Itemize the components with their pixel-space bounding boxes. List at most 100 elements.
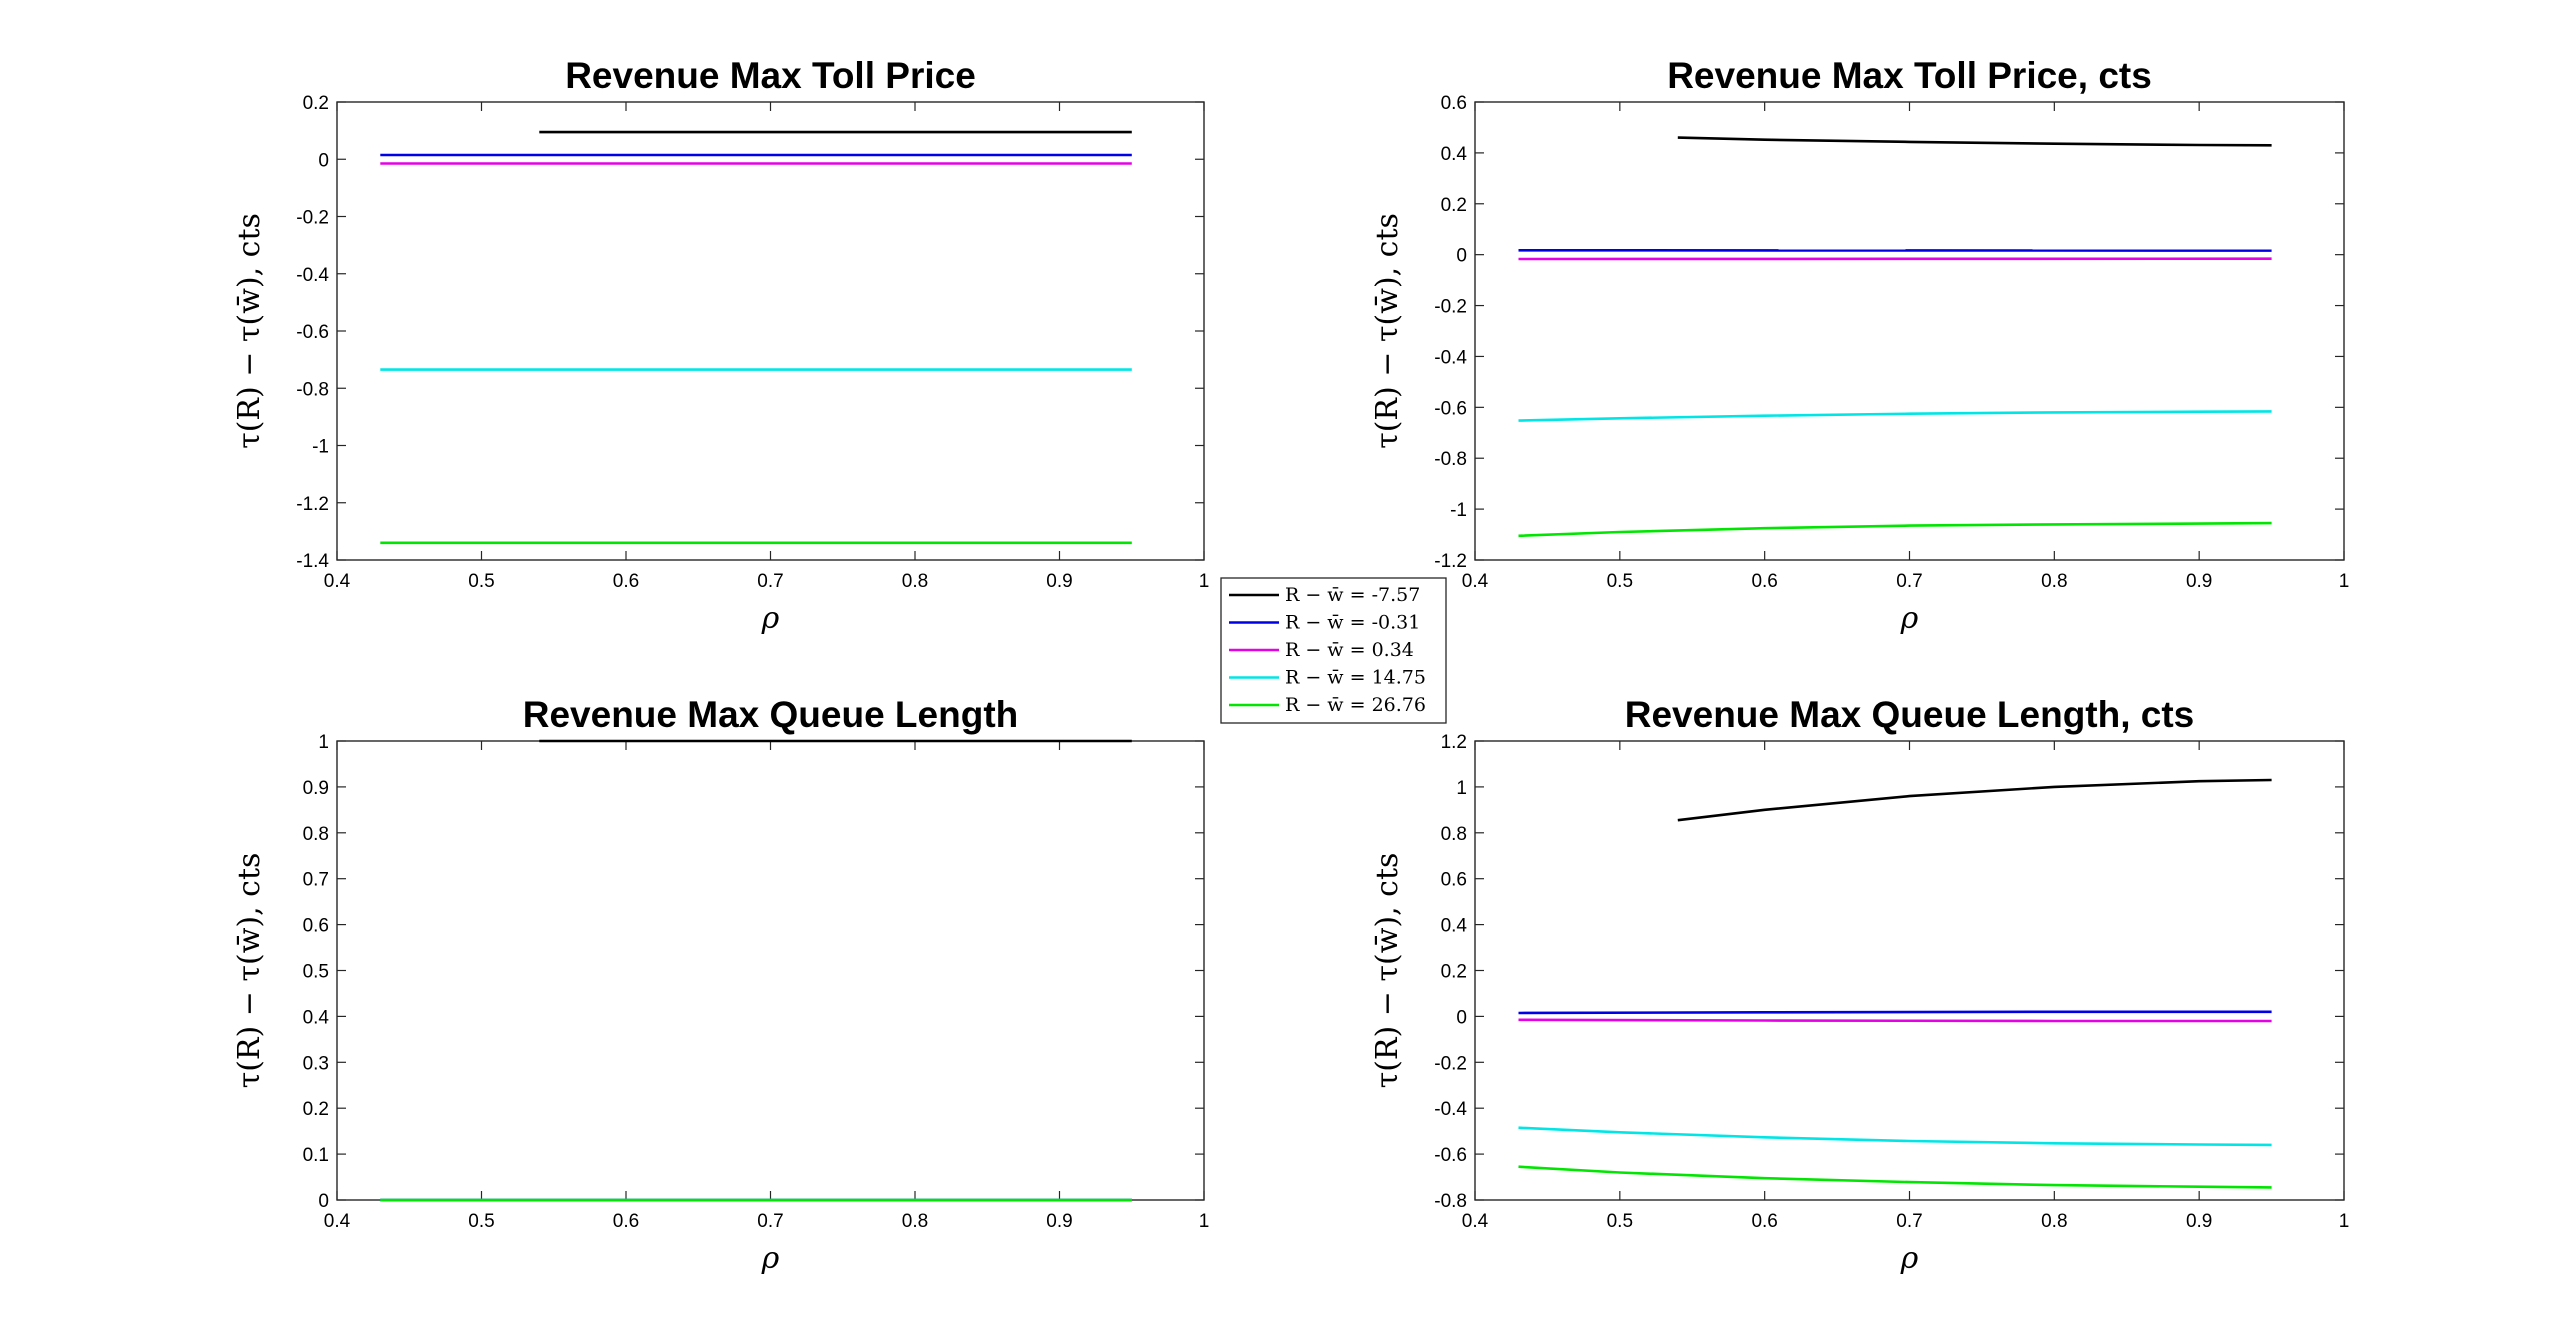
legend-entry: R − w̄ = -0.31 xyxy=(1229,612,1420,634)
y-tick-label: 1 xyxy=(318,732,329,753)
x-tick-label: 0.5 xyxy=(468,571,494,592)
x-tick-label: 0.6 xyxy=(613,1211,639,1232)
y-tick-label: 0.4 xyxy=(303,1007,330,1028)
series-line-5 xyxy=(1518,1165,2272,1189)
x-tick-label: 0.7 xyxy=(757,571,783,592)
y-tick-label: -1 xyxy=(1450,500,1467,521)
y-tick-label: 0.6 xyxy=(1441,93,1467,114)
y-tick-label: 0.2 xyxy=(1441,962,1467,983)
y-tick-label: 0 xyxy=(318,1191,329,1212)
legend-label: R − w̄ = 14.75 xyxy=(1285,667,1426,689)
x-tick-label: 0.6 xyxy=(1751,571,1777,592)
series-line-2 xyxy=(1518,1010,2272,1015)
series-line-4 xyxy=(1518,1126,2272,1147)
y-tick-label: 0.2 xyxy=(1441,195,1467,216)
x-tick-label: 1 xyxy=(1199,571,1210,592)
y-tick-label: -1.2 xyxy=(296,494,329,515)
x-tick-label: 0.4 xyxy=(1462,1211,1489,1232)
x-tick-label: 1 xyxy=(2339,1211,2350,1232)
x-tick-label: 0.7 xyxy=(1896,1211,1922,1232)
x-tick-label: 0.4 xyxy=(324,1211,351,1232)
x-tick-label: 0.6 xyxy=(613,571,639,592)
y-axis-label: τ(R) − τ(w̄), cts xyxy=(232,213,267,449)
legend-entry: R − w̄ = 26.76 xyxy=(1229,694,1426,716)
subplot-4: 0.4 0.5 0.6 0.7 0.8 0.9 1 -0.8 -0.6 -0.4 -0.2 0 0.2 0… xyxy=(1370,694,2349,1276)
y-tick-label: 0.3 xyxy=(303,1053,329,1074)
y-tick-label: 0.8 xyxy=(1441,824,1467,845)
y-tick-label: -0.6 xyxy=(1434,398,1467,419)
x-tick-label: 0.7 xyxy=(1896,571,1922,592)
series-line-5 xyxy=(1518,521,2272,538)
x-tick-label: 0.5 xyxy=(1607,1211,1633,1232)
plot-area xyxy=(1474,101,2345,561)
x-axis-label: ρ xyxy=(1900,1241,1919,1276)
x-axis-label: ρ xyxy=(761,601,780,636)
chart-title: Revenue Max Queue Length xyxy=(523,694,1019,735)
x-tick-label: 0.8 xyxy=(2041,571,2067,592)
y-tick-label: 1 xyxy=(1456,778,1467,799)
y-tick-label: 0.2 xyxy=(303,93,329,114)
x-tick-label: 0.5 xyxy=(468,1211,494,1232)
y-tick-label: -0.6 xyxy=(296,322,329,343)
legend-label: R − w̄ = 0.34 xyxy=(1285,639,1414,661)
x-tick-label: 0.8 xyxy=(902,571,928,592)
y-axis-label: τ(R) − τ(w̄), cts xyxy=(1370,213,1405,449)
subplot-3: 0.4 0.5 0.6 0.7 0.8 0.9 1 0 0.1 0.2 0.3 0.4 0.5 0.6 0.… xyxy=(232,694,1209,1276)
y-axis-label: τ(R) − τ(w̄), cts xyxy=(232,853,267,1089)
y-tick-label: 0.9 xyxy=(303,778,329,799)
subplot-grid: 0.4 0.5 0.6 0.7 0.8 0.9 1 -1.4 -1.2 -1 -0.8 -0.6 -0.… xyxy=(232,55,2349,1276)
y-tick-label: 0.4 xyxy=(1441,144,1468,165)
y-tick-label: 1.2 xyxy=(1441,732,1467,753)
y-tick-label: 0.8 xyxy=(303,824,329,845)
y-tick-label: 0.1 xyxy=(303,1145,329,1166)
y-tick-label: -0.4 xyxy=(1434,1099,1467,1120)
y-tick-label: -0.2 xyxy=(1434,1053,1467,1074)
legend-entry: R − w̄ = 14.75 xyxy=(1229,667,1426,689)
plot-area xyxy=(336,740,1205,1201)
series-line-1 xyxy=(1677,136,2272,147)
y-tick-label: 0 xyxy=(1456,1007,1467,1028)
subplot-2: 0.4 0.5 0.6 0.7 0.8 0.9 1 -1.2 -1 -0.8 -0.6 -0.4 -0.… xyxy=(1370,55,2349,636)
legend-label: R − w̄ = -0.31 xyxy=(1285,612,1420,634)
x-tick-label: 0.9 xyxy=(2186,571,2212,592)
y-tick-label: 0.6 xyxy=(303,916,329,937)
y-tick-label: -0.2 xyxy=(296,208,329,229)
legend-label: R − w̄ = -7.57 xyxy=(1285,584,1420,606)
y-tick-label: 0.7 xyxy=(303,870,329,891)
subplot-1: 0.4 0.5 0.6 0.7 0.8 0.9 1 -1.4 -1.2 -1 -0.8 -0.6 -0.… xyxy=(232,55,1209,636)
y-tick-label: -0.4 xyxy=(296,265,329,286)
y-tick-label: 0.5 xyxy=(303,962,329,983)
x-tick-label: 0.8 xyxy=(902,1211,928,1232)
x-tick-label: 0.8 xyxy=(2041,1211,2067,1232)
x-axis-label: ρ xyxy=(1900,601,1919,636)
y-tick-label: -0.8 xyxy=(1434,449,1467,470)
legend: R − w̄ = -7.57 R − w̄ = -0.31 R − w̄ = 0.3… xyxy=(1220,577,1447,724)
y-tick-label: 0 xyxy=(318,150,329,171)
x-tick-label: 1 xyxy=(1199,1211,1210,1232)
x-tick-label: 0.9 xyxy=(1046,1211,1072,1232)
chart-title: Revenue Max Toll Price xyxy=(565,55,976,96)
x-tick-label: 0.4 xyxy=(1462,571,1489,592)
y-tick-label: -1 xyxy=(312,437,329,458)
series-line-3 xyxy=(1518,1018,2272,1023)
y-tick-label: 0.4 xyxy=(1441,916,1468,937)
y-tick-label: -1.4 xyxy=(296,551,329,572)
y-tick-label: -0.8 xyxy=(296,379,329,400)
y-axis-label: τ(R) − τ(w̄), cts xyxy=(1370,853,1405,1089)
legend-entry: R − w̄ = -7.57 xyxy=(1229,584,1420,606)
x-tick-label: 0.7 xyxy=(757,1211,783,1232)
legend-label: R − w̄ = 26.76 xyxy=(1285,694,1426,716)
y-tick-label: -0.6 xyxy=(1434,1145,1467,1166)
x-axis-label: ρ xyxy=(761,1241,780,1276)
legend-entry: R − w̄ = 0.34 xyxy=(1229,639,1414,661)
y-tick-label: -0.8 xyxy=(1434,1191,1467,1212)
series-line-1 xyxy=(1677,778,2272,822)
x-tick-label: 0.9 xyxy=(1046,571,1072,592)
plot-area xyxy=(336,101,1205,561)
y-tick-label: 0.2 xyxy=(303,1099,329,1120)
x-tick-label: 1 xyxy=(2339,571,2350,592)
y-tick-label: 0 xyxy=(1456,246,1467,267)
x-tick-label: 0.4 xyxy=(324,571,351,592)
y-tick-label: -1.2 xyxy=(1434,551,1467,572)
